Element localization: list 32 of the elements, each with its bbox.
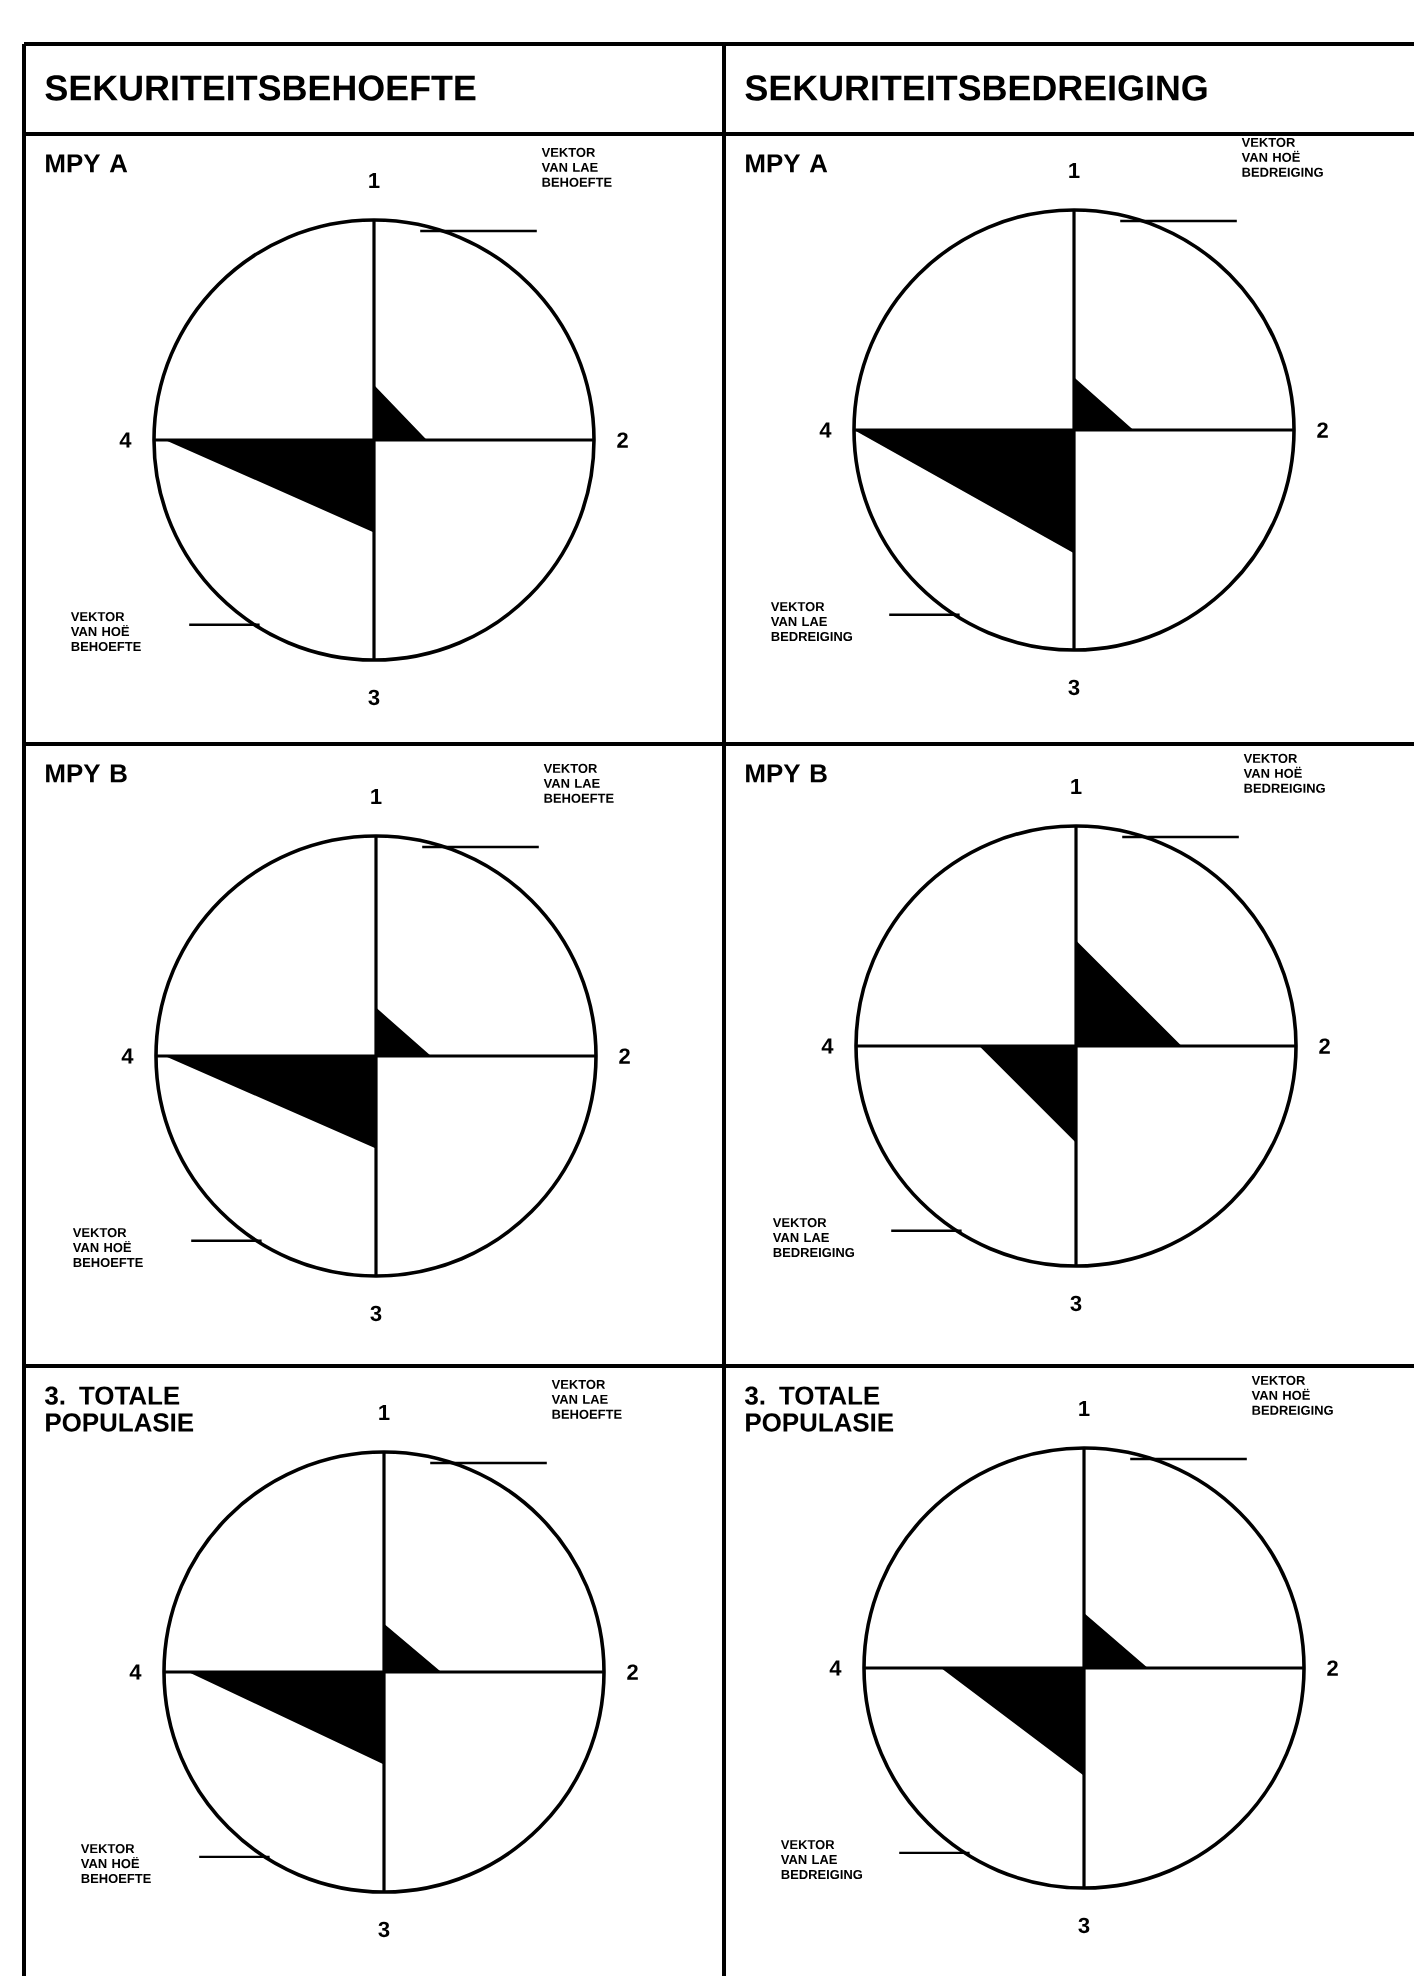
chart-title: SEKURITEITSBEHOEFTE [45,75,476,101]
chart-title: MPY B [46,764,127,783]
spoke-label: 4 [829,1660,842,1676]
spoke-label: 3 [368,689,380,706]
spoke-label: 3 [1070,1295,1082,1312]
spoke-label: 1 [379,1404,390,1420]
spoke-label: 4 [819,422,832,438]
spoke-label: 2 [1319,1038,1330,1054]
spoke-label: 3 [370,1305,382,1322]
spoke-label: 3 [1078,1917,1090,1934]
spoke-label: 1 [369,172,380,188]
spoke-label: 1 [1079,1400,1090,1416]
spoke-label: 4 [121,1048,134,1064]
chart-subtitle: MPY A [746,154,828,173]
spoke-label: 2 [1317,422,1328,438]
spoke-label: 1 [1069,162,1080,178]
spoke-label: 3 [1068,679,1080,696]
chart-title: SEKURITEITSBEDREIGING [745,75,1207,101]
spoke-label: 2 [1327,1660,1338,1676]
chart-subtitle: MPY A [46,154,128,173]
chart-title: 3. TOTALE POPULASIE [745,1386,894,1432]
spoke-label: 2 [617,432,628,448]
spoke-label: 4 [129,1664,142,1680]
chart-title: MPY B [746,764,827,783]
spoke-label: 4 [119,432,132,448]
spoke-label: 1 [1071,778,1082,794]
spoke-label: 2 [627,1664,638,1680]
spoke-label: 2 [619,1048,630,1064]
spoke-label: 1 [371,788,382,804]
spoke-label: 3 [378,1921,390,1938]
chart-title: 3. TOTALE POPULASIE [44,1386,194,1432]
spoke-label: 4 [821,1038,834,1054]
